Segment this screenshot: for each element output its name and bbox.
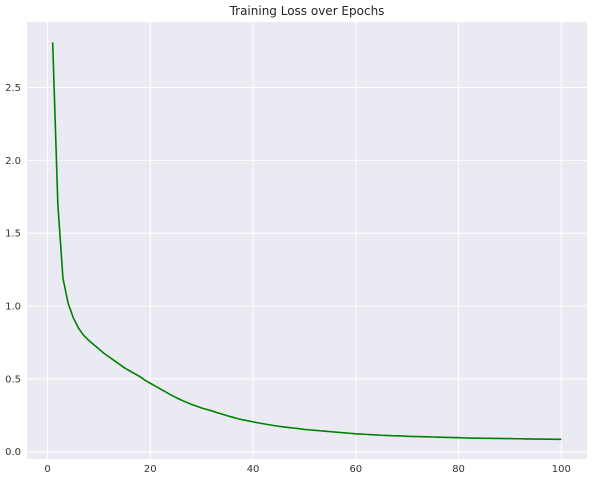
y-tick-label: 2.5: [5, 83, 21, 94]
y-tick-label: 1.5: [5, 229, 21, 240]
y-tick-label: 2.0: [5, 156, 21, 167]
x-axis-ticks: 0 20 40 60 80 100: [44, 464, 570, 475]
y-tick-label: 0.5: [5, 374, 21, 385]
chart-title: Training Loss over Epochs: [229, 4, 385, 18]
loss-series-line: [51, 42, 562, 441]
y-tick-label: 1.0: [5, 302, 21, 313]
y-axis-ticks: 0.0 0.5 1.0 1.5 2.0 2.5: [5, 83, 21, 458]
x-tick-label: 100: [552, 464, 571, 475]
series-group: [51, 42, 562, 441]
plot-background: [27, 22, 587, 459]
x-tick-label: 0: [44, 464, 50, 475]
grid-lines: [27, 22, 587, 459]
x-tick-label: 20: [144, 464, 157, 475]
y-tick-label: 0.0: [5, 447, 21, 458]
x-tick-label: 40: [247, 464, 260, 475]
x-tick-label: 60: [349, 464, 362, 475]
x-tick-label: 80: [452, 464, 465, 475]
